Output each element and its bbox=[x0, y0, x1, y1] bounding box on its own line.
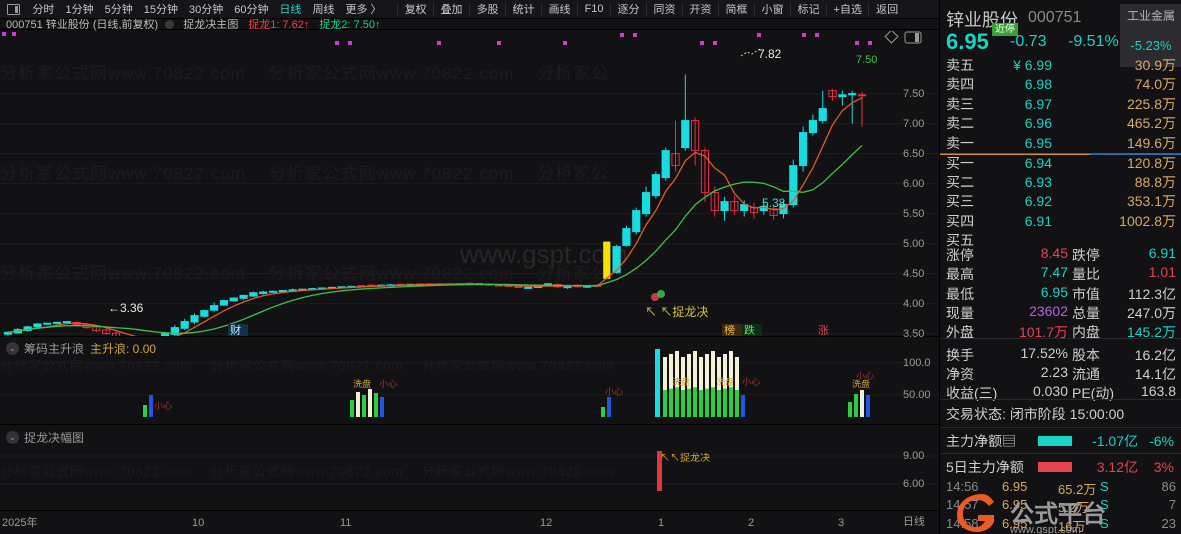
svg-text:涨: 涨 bbox=[818, 322, 829, 337]
svg-text:小心: 小心 bbox=[154, 399, 172, 412]
svg-text:小心: 小心 bbox=[379, 377, 397, 390]
svg-text:3: 3 bbox=[838, 517, 844, 529]
svg-text:小心: 小心 bbox=[856, 369, 874, 382]
svg-text:7.82: 7.82 bbox=[758, 47, 782, 61]
svg-text:跌: 跌 bbox=[744, 322, 755, 337]
svg-text:5.38: 5.38 bbox=[762, 196, 786, 210]
svg-text:洗盘: 洗盘 bbox=[353, 377, 371, 390]
svg-text:www.gspt.com: www.gspt.com bbox=[1009, 524, 1081, 534]
svg-text:1: 1 bbox=[658, 517, 664, 529]
svg-text:↖ ↖捉龙决: ↖ ↖捉龙决 bbox=[645, 304, 708, 319]
svg-text:榜: 榜 bbox=[724, 322, 735, 337]
svg-text:2: 2 bbox=[748, 517, 754, 529]
svg-text:小心: 小心 bbox=[605, 385, 623, 398]
svg-text:2025年: 2025年 bbox=[2, 515, 37, 529]
svg-text:↖↖捉龙决: ↖↖捉龙决 bbox=[660, 449, 710, 464]
svg-text:财: 财 bbox=[230, 322, 241, 337]
svg-text:洗盘: 洗盘 bbox=[716, 375, 734, 388]
svg-text:11: 11 bbox=[340, 517, 351, 529]
svg-text:12: 12 bbox=[540, 517, 552, 529]
svg-text:洗盘: 洗盘 bbox=[672, 375, 690, 388]
svg-text:7.50: 7.50 bbox=[856, 54, 877, 66]
svg-text:小心: 小心 bbox=[742, 375, 760, 388]
svg-text:10: 10 bbox=[192, 517, 204, 529]
svg-text:←3.36: ←3.36 bbox=[108, 301, 144, 315]
